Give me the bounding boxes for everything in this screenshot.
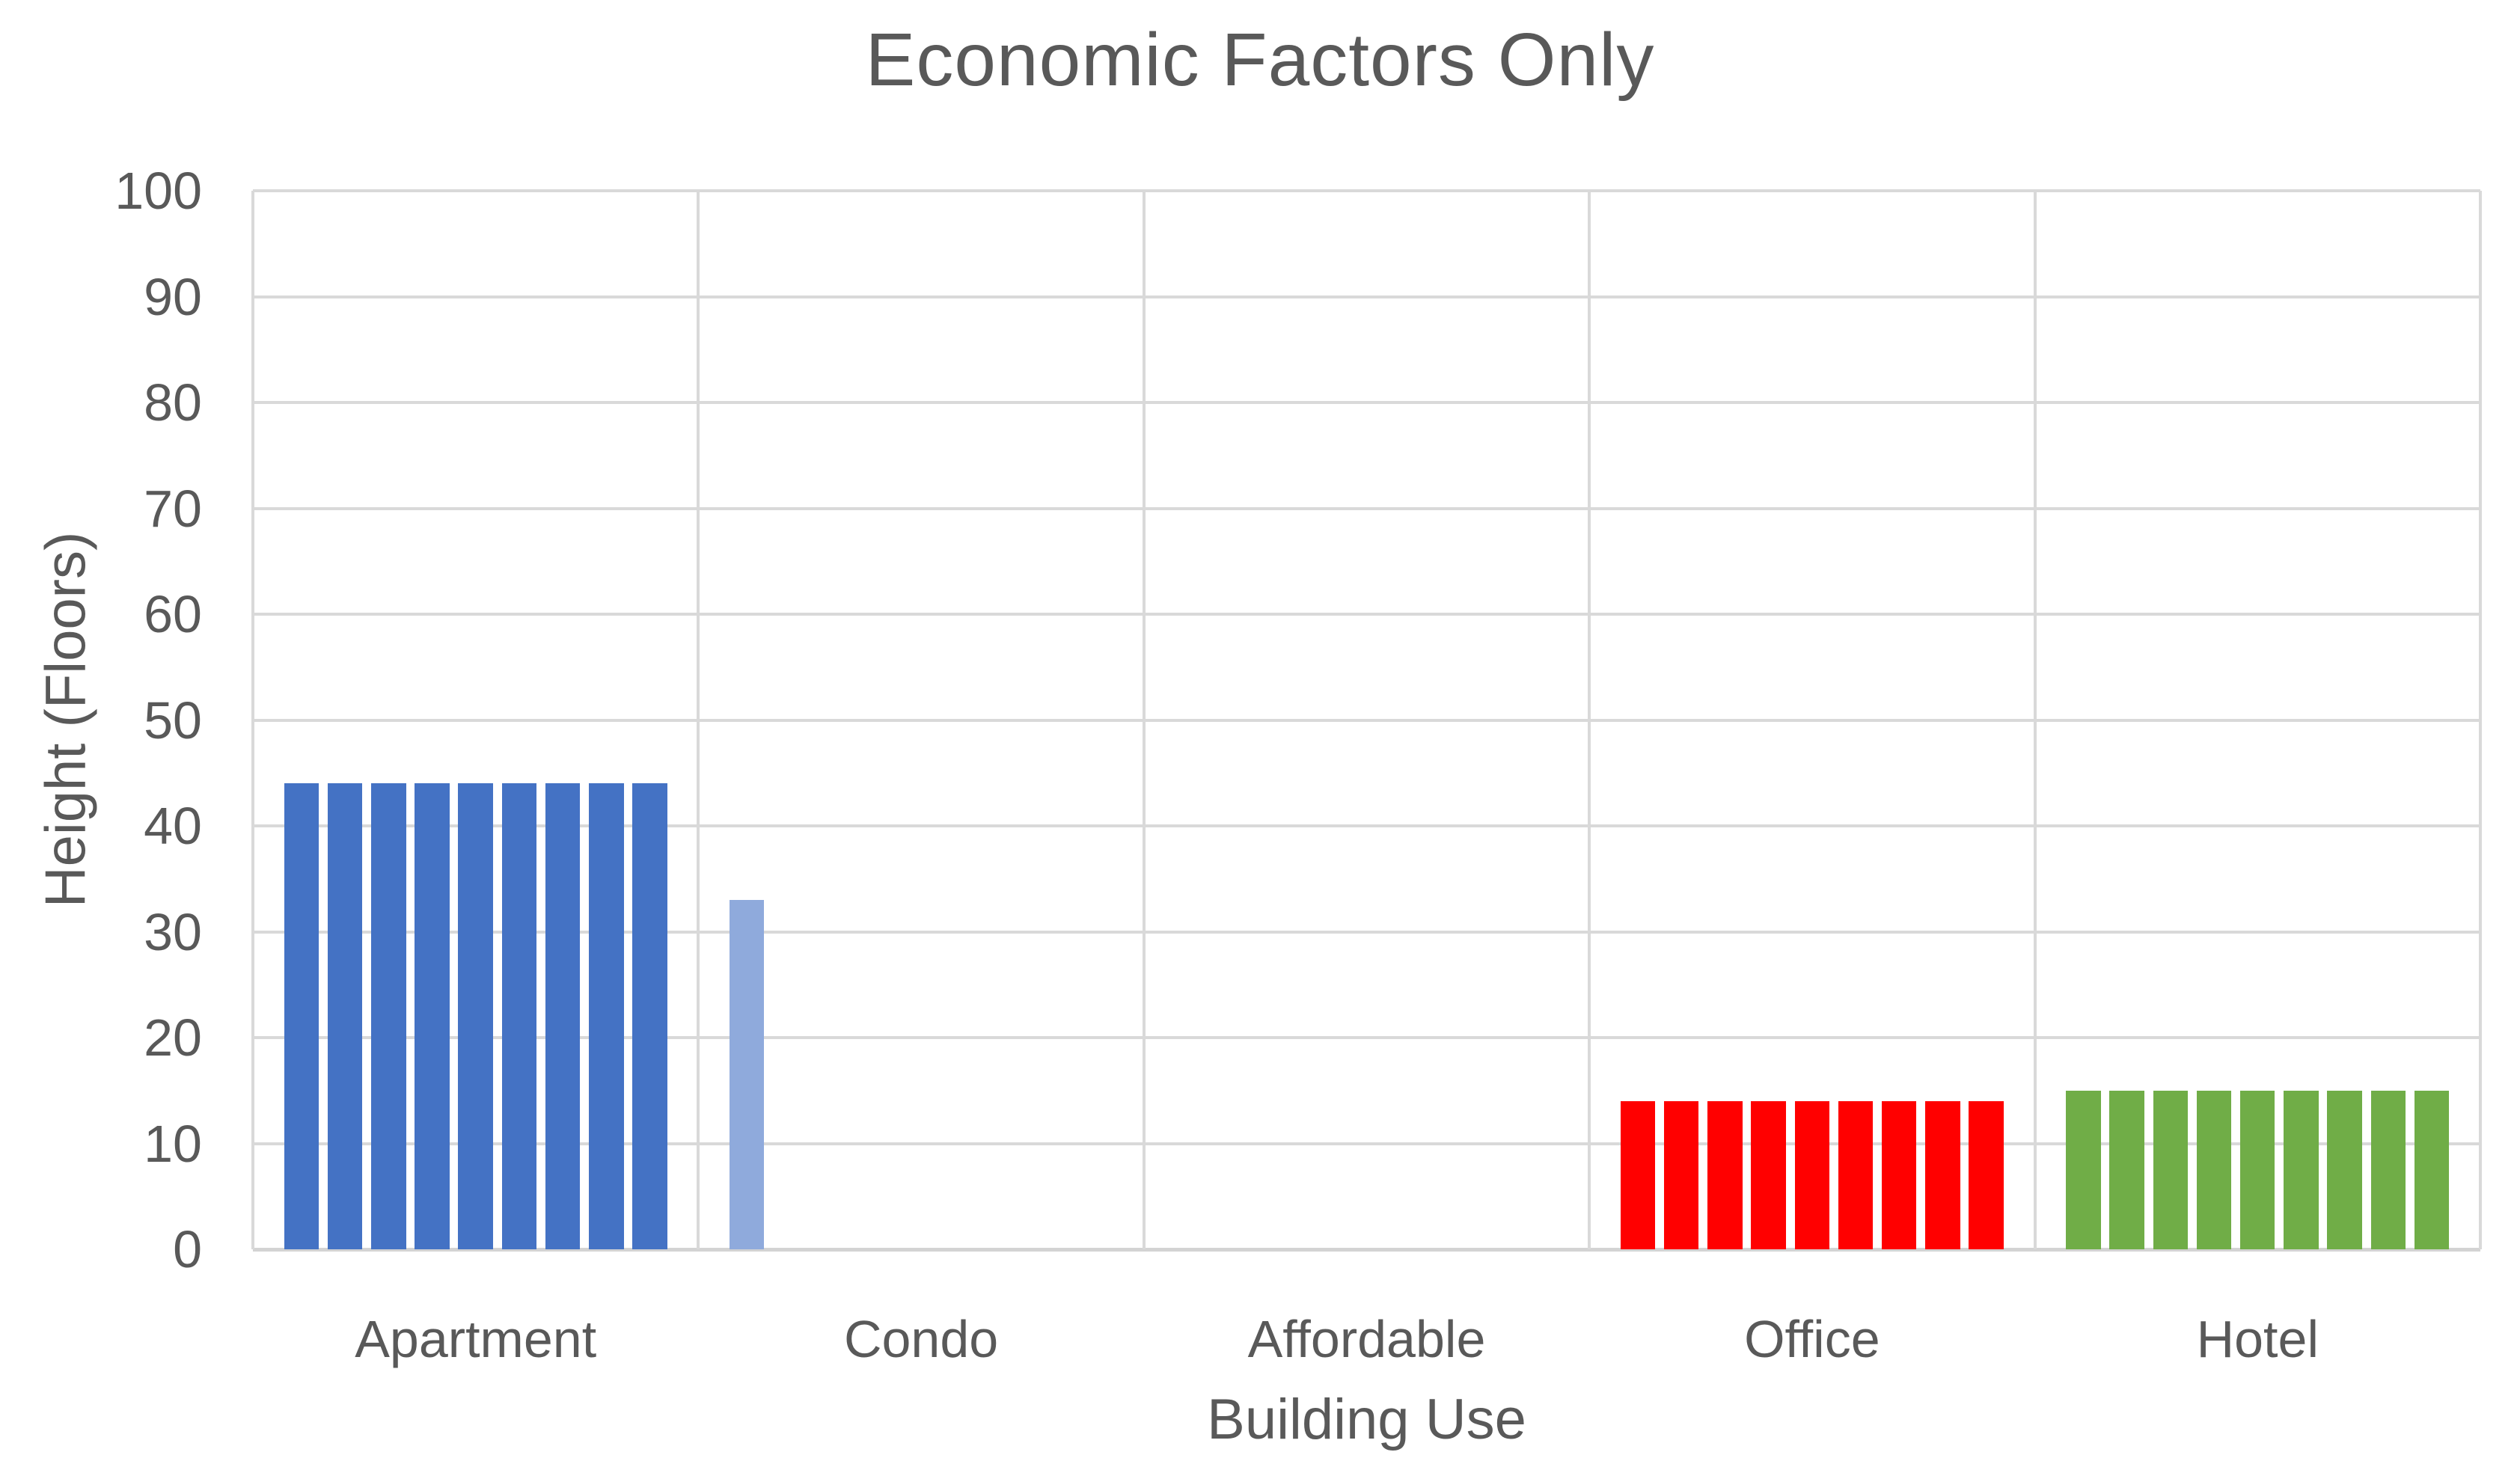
y-tick-label-0: 0 xyxy=(173,1220,202,1278)
category-boundary-gridline xyxy=(1588,191,1591,1249)
bar-office-7 xyxy=(1881,1100,1917,1249)
gridline xyxy=(253,506,2480,510)
bar-office-9 xyxy=(1969,1100,2004,1249)
x-axis-title: Building Use xyxy=(1207,1388,1526,1451)
y-tick-label-50: 50 xyxy=(144,690,202,750)
gridline xyxy=(253,613,2480,616)
y-axis-line xyxy=(251,191,254,1249)
bar-apartment-1 xyxy=(284,783,319,1249)
chart-title: Economic Factors Only xyxy=(865,18,1655,102)
bar-office-2 xyxy=(1663,1100,1699,1249)
y-tick-label-60: 60 xyxy=(144,585,202,643)
bar-apartment-8 xyxy=(589,783,624,1249)
bar-apartment-6 xyxy=(501,783,537,1249)
y-tick-label-30: 30 xyxy=(144,902,202,961)
category-panel-affordable xyxy=(1144,191,1589,1249)
bar-hotel-8 xyxy=(2370,1090,2406,1249)
bar-hotel-2 xyxy=(2109,1090,2144,1249)
x-category-label-hotel: Hotel xyxy=(2196,1310,2319,1368)
gridline xyxy=(253,295,2480,298)
y-tick-label-90: 90 xyxy=(144,267,202,326)
y-tick-label-100: 100 xyxy=(114,162,202,220)
plot-area xyxy=(251,189,2482,1252)
y-tick-label-70: 70 xyxy=(144,479,202,538)
bar-hotel-1 xyxy=(2066,1090,2101,1249)
y-tick-label-40: 40 xyxy=(144,797,202,855)
bar-apartment-3 xyxy=(371,783,406,1249)
bar-office-1 xyxy=(1620,1100,1656,1249)
y-tick-label-80: 80 xyxy=(144,373,202,432)
category-boundary-gridline xyxy=(2479,191,2482,1249)
category-boundary-gridline xyxy=(697,191,700,1249)
category-boundary-gridline xyxy=(1142,191,1146,1249)
category-panel-apartment xyxy=(253,191,698,1249)
gridline xyxy=(253,1142,2480,1145)
bar-condo-1 xyxy=(729,900,765,1249)
x-axis-line xyxy=(253,1248,2480,1252)
bar-office-6 xyxy=(1838,1100,1874,1249)
category-panel-condo xyxy=(698,191,1143,1249)
bar-apartment-9 xyxy=(632,783,667,1249)
bar-office-4 xyxy=(1751,1100,1786,1249)
gridline xyxy=(253,824,2480,827)
bar-hotel-9 xyxy=(2414,1090,2450,1249)
category-panel-office xyxy=(1589,191,2034,1249)
x-category-label-affordable: Affordable xyxy=(1247,1310,1486,1368)
bar-apartment-4 xyxy=(415,783,450,1249)
bar-hotel-6 xyxy=(2284,1090,2319,1249)
gridline xyxy=(253,401,2480,404)
gridline xyxy=(253,930,2480,934)
bar-hotel-7 xyxy=(2327,1090,2362,1249)
bar-apartment-2 xyxy=(327,783,363,1249)
bar-apartment-5 xyxy=(458,783,493,1249)
bar-apartment-7 xyxy=(545,783,581,1249)
bar-office-5 xyxy=(1794,1100,1830,1249)
bar-hotel-3 xyxy=(2153,1090,2189,1249)
category-boundary-gridline xyxy=(2033,191,2037,1249)
x-category-label-condo: Condo xyxy=(843,1310,999,1368)
gridline xyxy=(253,718,2480,722)
x-category-label-apartment: Apartment xyxy=(355,1310,597,1368)
bar-office-3 xyxy=(1707,1100,1743,1249)
gridline xyxy=(253,189,2480,192)
bar-hotel-4 xyxy=(2196,1090,2232,1249)
y-tick-label-10: 10 xyxy=(144,1114,202,1173)
y-tick-label-20: 20 xyxy=(144,1008,202,1067)
gridline xyxy=(253,1036,2480,1039)
category-panel-hotel xyxy=(2035,191,2480,1249)
x-category-label-office: Office xyxy=(1744,1310,1880,1368)
bar-hotel-5 xyxy=(2239,1090,2275,1249)
bar-office-8 xyxy=(1925,1100,1960,1249)
